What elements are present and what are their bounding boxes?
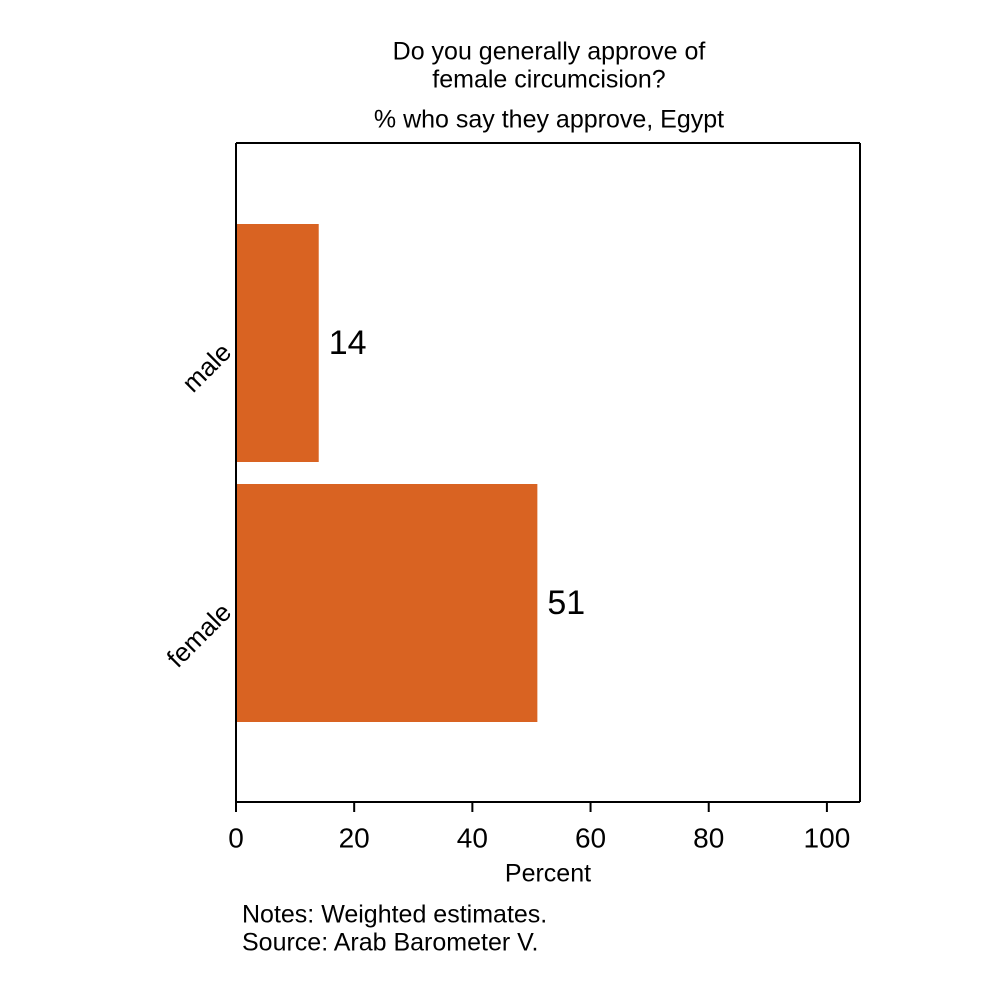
chart-title: female circumcision? — [432, 66, 665, 94]
chart-subtitle: % who say they approve, Egypt — [374, 106, 724, 134]
x-tick-label: 80 — [693, 822, 724, 853]
x-tick-label: 100 — [804, 822, 851, 853]
x-tick-label: 60 — [575, 822, 606, 853]
chart-title: Do you generally approve of — [393, 38, 706, 66]
x-tick-label: 40 — [457, 822, 488, 853]
data-label: 51 — [547, 584, 585, 622]
x-tick-label: 0 — [228, 822, 244, 853]
bar — [236, 484, 538, 722]
notes: Notes: Weighted estimates. — [242, 901, 547, 929]
x-axis-label: Percent — [505, 860, 591, 888]
bar — [236, 224, 319, 462]
source: Source: Arab Barometer V. — [242, 929, 538, 957]
y-tick-label: female — [161, 597, 237, 673]
data-label: 14 — [329, 324, 367, 362]
x-tick-label: 20 — [339, 822, 370, 853]
y-tick-label: male — [176, 337, 237, 398]
